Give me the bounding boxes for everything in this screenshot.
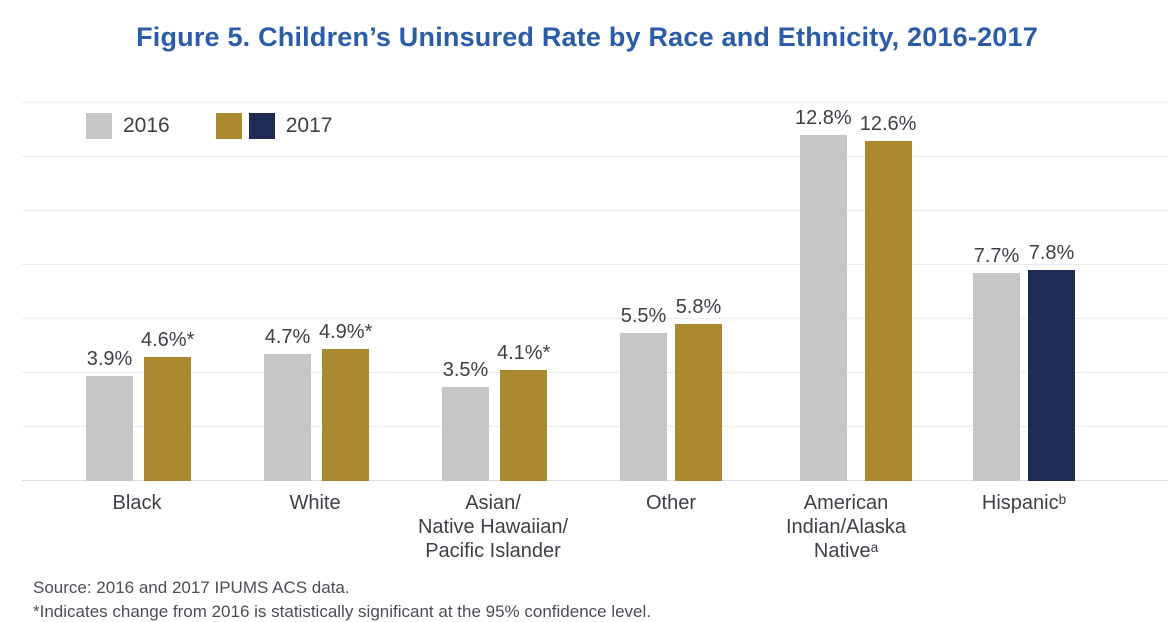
bar-value-label: 12.6% xyxy=(859,112,917,135)
x-axis-label-asian: Asian/ Native Hawaiian/ Pacific Islander xyxy=(417,492,569,562)
bar-col-aian-2016: 12.8% xyxy=(795,107,852,481)
gridline xyxy=(22,210,1168,211)
gridline xyxy=(22,426,1168,427)
bar-value-label: 5.8% xyxy=(675,296,722,319)
x-axis-label-white: White xyxy=(289,492,341,514)
gridline xyxy=(22,318,1168,319)
bar-black-2016 xyxy=(86,375,133,481)
footnote-clipped: *Indicates change from 2016 is statistic… xyxy=(33,602,652,621)
bar-col-white-2016: 4.7% xyxy=(264,326,311,481)
bar-value-label: 7.8% xyxy=(1028,242,1075,265)
bar-group-other: 5.5% 5.8% xyxy=(620,296,722,481)
bar-asian-2016 xyxy=(442,386,489,481)
bar-chart: 2016 2017 3.9% 4.6%* 4.7% xyxy=(22,102,1168,481)
bar-col-black-2017: 4.6%* xyxy=(141,329,194,481)
bar-group-aian: 12.8% 12.6% xyxy=(795,107,916,481)
bar-group-white: 4.7% 4.9%* xyxy=(264,321,372,481)
legend-swatch-2017-navy xyxy=(248,113,275,139)
bar-group-asian-nhpi: 3.5% 4.1%* xyxy=(442,342,550,481)
bar-aian-2017 xyxy=(864,140,912,481)
bar-value-label: 12.8% xyxy=(795,107,852,130)
bar-group-hispanic: 7.7% 7.8% xyxy=(973,242,1075,481)
source-note: Source: 2016 and 2017 IPUMS ACS data. xyxy=(33,578,350,597)
bar-white-2017 xyxy=(322,348,370,481)
bar-group-black: 3.9% 4.6%* xyxy=(86,329,194,481)
bar-aian-2016 xyxy=(799,135,847,481)
bar-value-label: 4.6%* xyxy=(141,328,195,351)
bar-col-asian-2017: 4.1%* xyxy=(497,342,550,481)
legend-swatch-2016 xyxy=(86,113,112,139)
bar-col-other-2016: 5.5% xyxy=(620,304,667,481)
gridline xyxy=(22,102,1168,103)
gridline xyxy=(22,264,1168,265)
bar-col-hispanic-2017: 7.8% xyxy=(1028,242,1075,481)
bar-col-hispanic-2016: 7.7% xyxy=(973,245,1020,481)
bar-value-label: 4.9%* xyxy=(319,320,373,343)
bar-other-2016 xyxy=(620,332,667,481)
bar-hispanic-2016 xyxy=(973,273,1020,481)
legend-swatch-2017-gold xyxy=(215,113,242,139)
bar-value-label: 3.5% xyxy=(442,358,489,381)
x-axis-label-aian: American Indian/Alaska Nativeᵃ xyxy=(785,492,907,562)
bar-col-white-2017: 4.9%* xyxy=(319,321,372,481)
bar-other-2017 xyxy=(675,324,722,481)
bar-white-2016 xyxy=(264,354,311,481)
legend-pair-2017: 2017 xyxy=(215,113,333,139)
bar-col-asian-2016: 3.5% xyxy=(442,358,489,481)
bar-black-2017 xyxy=(144,356,192,481)
bar-value-label: 5.5% xyxy=(620,304,667,327)
x-axis-label-hispanic: Hispanicᵇ xyxy=(981,492,1067,514)
bar-value-label: 4.1%* xyxy=(497,342,551,365)
gridline xyxy=(22,480,1168,481)
x-axis-label-black: Black xyxy=(112,492,162,514)
bar-value-label: 7.7% xyxy=(973,245,1020,268)
bar-col-aian-2017: 12.6% xyxy=(859,112,917,481)
chart-title: Figure 5. Children’s Uninsured Rate by R… xyxy=(136,22,1038,52)
legend-label-2017: 2017 xyxy=(285,114,333,137)
legend-label-2016: 2016 xyxy=(123,114,170,137)
x-axis-label-other: Other xyxy=(645,492,697,514)
gridline xyxy=(22,156,1168,157)
bar-value-label: 4.7% xyxy=(264,326,311,349)
bar-asian-2017 xyxy=(500,370,548,481)
bar-value-label: 3.9% xyxy=(86,347,133,370)
bar-col-black-2016: 3.9% xyxy=(86,348,133,481)
gridline xyxy=(22,372,1168,373)
bar-hispanic-2017 xyxy=(1028,270,1075,481)
bar-col-other-2017: 5.8% xyxy=(675,296,722,481)
chart-legend: 2016 2017 xyxy=(86,113,332,139)
